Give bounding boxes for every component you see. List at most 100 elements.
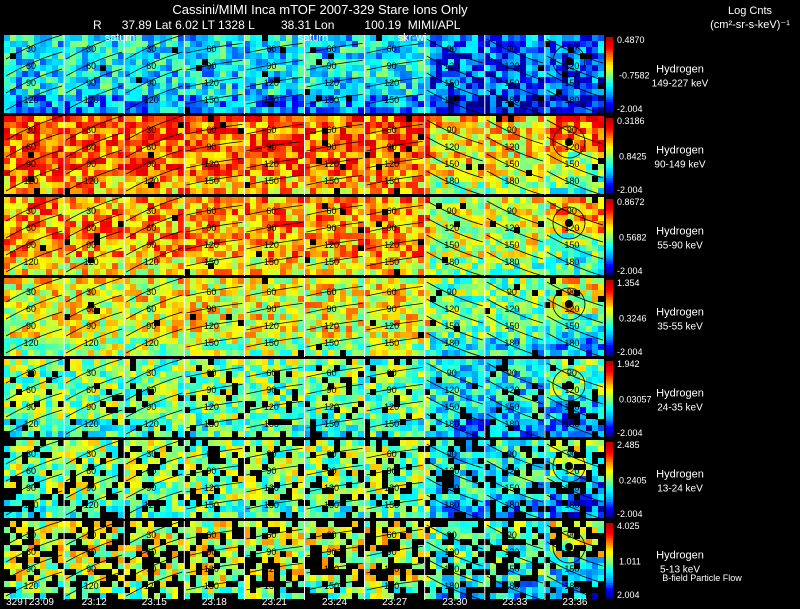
heatmap-cell [484, 140, 490, 146]
contour-label: 90 [26, 159, 36, 169]
heatmap-cell [586, 140, 592, 146]
heatmap-cell [430, 188, 436, 194]
heatmap-cell [454, 284, 460, 290]
heatmap-cell [232, 314, 238, 320]
heatmap-cell [160, 245, 166, 251]
heatmap-cell [472, 290, 478, 296]
heatmap-cell [172, 203, 178, 209]
heatmap-cell [232, 278, 238, 284]
heatmap-cell [124, 95, 130, 101]
heatmap-cell [580, 284, 586, 290]
heatmap-cell [28, 203, 34, 209]
heatmap-cell [196, 71, 202, 77]
contour-line [306, 43, 363, 54]
heatmap-cell [202, 296, 208, 302]
heatmap-cell [448, 251, 454, 257]
heatmap-cell [4, 197, 10, 203]
heatmap-cell [484, 170, 490, 176]
contour-label: 150 [264, 95, 279, 105]
heatmap-cell [472, 35, 478, 41]
heatmap-cell [418, 233, 424, 239]
heatmap-cell [256, 95, 262, 101]
heatmap-cell [436, 170, 442, 176]
heatmap-cell [370, 59, 376, 65]
heatmap-cell [160, 314, 166, 320]
heatmap-cell [424, 101, 430, 107]
heatmap-cell [22, 263, 28, 269]
heatmap-cell [346, 77, 352, 83]
heatmap-cell [538, 215, 544, 221]
heatmap-cell [442, 251, 448, 257]
heatmap-cell [526, 89, 532, 95]
heatmap-cell [190, 140, 196, 146]
contour-label: 120 [24, 257, 39, 267]
heatmap-cell [4, 209, 10, 215]
heatmap-cell [70, 221, 76, 227]
heatmap-cell [418, 251, 424, 257]
heatmap-cell [424, 146, 430, 152]
heatmap-cell [136, 53, 142, 59]
heatmap-cell [478, 47, 484, 53]
heatmap-cell [76, 269, 82, 275]
heatmap-cell [430, 140, 436, 146]
heatmap-cell [580, 158, 586, 164]
heatmap-cell [376, 59, 382, 65]
heatmap-cell [568, 215, 574, 221]
heatmap-cell [472, 203, 478, 209]
heatmap-cell [532, 101, 538, 107]
contour-label: 180 [564, 176, 579, 186]
heatmap-cell [184, 227, 190, 233]
contour-line [546, 136, 604, 162]
contour-label: 120 [204, 78, 219, 88]
heatmap-cell [544, 257, 550, 263]
heatmap-cell [334, 128, 340, 134]
colorbar-step [606, 102, 613, 105]
heatmap-cell [262, 128, 268, 134]
heatmap-cell [430, 83, 436, 89]
heatmap-cell [184, 140, 190, 146]
heatmap-cell [568, 83, 574, 89]
contour-line [5, 230, 63, 256]
heatmap-cell [136, 158, 142, 164]
heatmap-cell [226, 134, 232, 140]
contour-line [306, 175, 363, 186]
heatmap-cell [346, 146, 352, 152]
heatmap-cell [184, 41, 190, 47]
heatmap-cell [418, 245, 424, 251]
heatmap-cell [406, 122, 412, 128]
heatmap-cell [556, 245, 562, 251]
heatmap-cell [430, 134, 436, 140]
heatmap-cell [82, 182, 88, 188]
heatmap-cell [154, 116, 160, 122]
heatmap-cell [454, 308, 460, 314]
heatmap-cell [580, 164, 586, 170]
heatmap-cell [148, 95, 154, 101]
heatmap-cell [232, 89, 238, 95]
heatmap-cell [562, 245, 568, 251]
heatmap-cell [478, 251, 484, 257]
heatmap-cell [484, 221, 490, 227]
heatmap-cell [280, 188, 286, 194]
heatmap-cell [70, 35, 76, 41]
heatmap-cell [292, 176, 298, 182]
colorbar-step [606, 148, 613, 151]
contour-label: 120 [504, 223, 519, 233]
heatmap-cell [70, 308, 76, 314]
contour-label: 30 [146, 44, 156, 54]
heatmap-cell [244, 41, 250, 47]
heatmap-cell [322, 107, 328, 113]
heatmap-cell [454, 47, 460, 53]
heatmap-cell [4, 83, 10, 89]
heatmap-cell [592, 158, 598, 164]
heatmap-cell [358, 257, 364, 263]
heatmap-cell [388, 233, 394, 239]
contour-line [5, 85, 63, 111]
heatmap-cell [106, 221, 112, 227]
heatmap-cell [16, 140, 22, 146]
heatmap-cell [10, 314, 16, 320]
heatmap-cell [34, 53, 40, 59]
heatmap-cell [76, 35, 82, 41]
heatmap-cell [298, 251, 304, 257]
contour-line [366, 256, 423, 267]
heatmap-cell [550, 215, 556, 221]
